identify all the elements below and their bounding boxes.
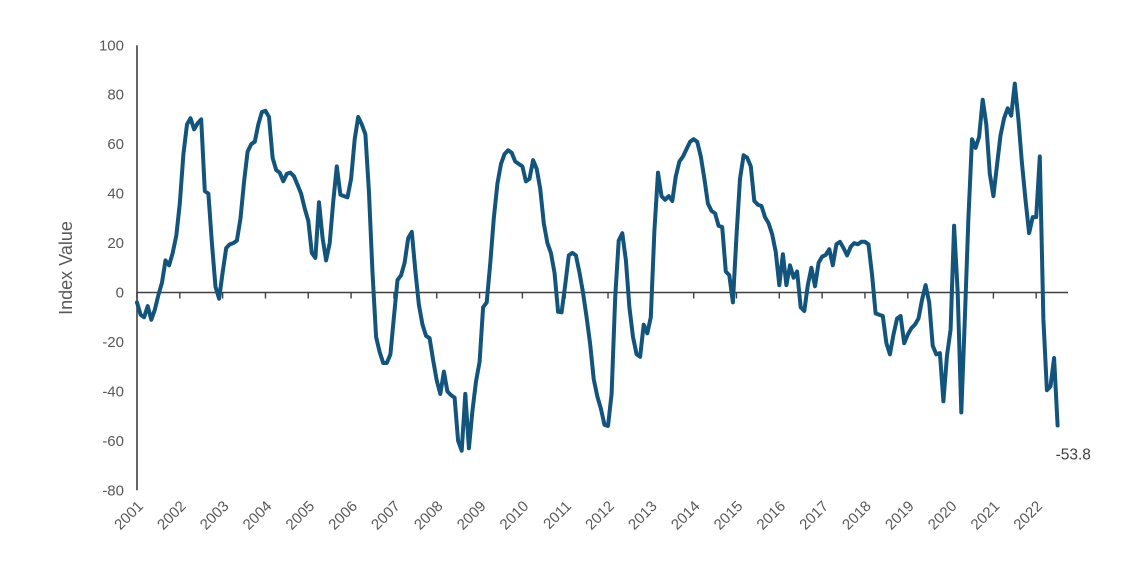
y-tick-label: 80 xyxy=(107,87,124,104)
x-tick-label: 2009 xyxy=(454,498,490,534)
x-tick-label: 2006 xyxy=(325,498,361,534)
x-tick-label: 2016 xyxy=(754,498,790,534)
x-tick-label: 2004 xyxy=(240,498,276,534)
y-tick-label: 100 xyxy=(99,37,124,54)
x-tick-label: 2018 xyxy=(839,498,875,534)
x-tick-label: 2014 xyxy=(668,498,704,534)
y-tick-label: 60 xyxy=(107,136,124,153)
x-tick-label: 2021 xyxy=(968,498,1004,534)
y-tick-label: 20 xyxy=(107,235,124,252)
x-tick-label: 2001 xyxy=(111,498,147,534)
x-tick-label: 2020 xyxy=(925,498,961,534)
x-tick-label: 2022 xyxy=(1010,498,1046,534)
y-tick-label: -80 xyxy=(102,482,124,499)
x-tick-label: 2013 xyxy=(625,498,661,534)
y-tick-label: -40 xyxy=(102,383,124,400)
x-tick-label: 2008 xyxy=(411,498,447,534)
y-axis-title: Index Value xyxy=(56,221,76,315)
x-tick-label: 2011 xyxy=(540,498,575,533)
x-tick-label: 2005 xyxy=(283,498,319,534)
x-tick-label: 2007 xyxy=(368,498,404,534)
x-tick-label: 2015 xyxy=(711,498,747,534)
index-value-line xyxy=(135,81,1060,453)
x-tick-label: 2010 xyxy=(497,498,533,534)
y-tick-label: -60 xyxy=(102,433,124,450)
y-tick-label: 40 xyxy=(107,186,124,203)
y-axis: 100 80 60 40 20 0 -20 -40 -60 -80 xyxy=(99,37,138,499)
end-value-label: -53.8 xyxy=(1056,447,1091,464)
y-tick-label: 0 xyxy=(116,285,124,302)
y-tick-label: -20 xyxy=(102,334,124,351)
x-tick-label: 2002 xyxy=(154,498,190,534)
x-tick-label: 2017 xyxy=(796,498,832,534)
x-tick-label: 2012 xyxy=(582,498,618,534)
x-tick-label: 2019 xyxy=(882,498,918,534)
x-tick-label: 2003 xyxy=(197,498,233,534)
